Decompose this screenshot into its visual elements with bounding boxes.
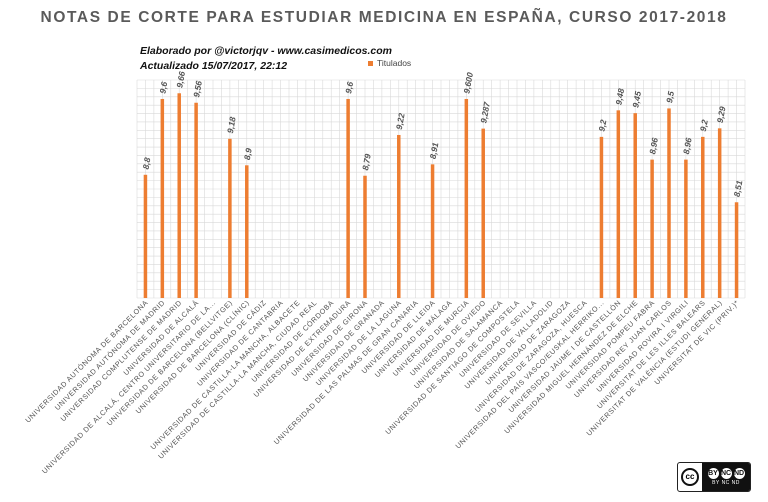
value-label: 8,8 — [141, 156, 153, 170]
bar — [701, 136, 705, 298]
bar — [160, 98, 165, 299]
value-label: 9,2 — [597, 119, 609, 133]
bar — [346, 98, 350, 299]
value-label: 8,9 — [242, 147, 254, 161]
bar — [245, 165, 249, 298]
value-label: 9,48 — [613, 87, 626, 105]
value-label: 9,29 — [715, 105, 728, 123]
legend-swatch — [368, 60, 373, 66]
bar — [599, 136, 604, 298]
legend: Titulados — [368, 58, 411, 68]
bar — [177, 93, 181, 299]
bar — [464, 98, 469, 299]
bar — [481, 128, 485, 298]
value-label: 9,18 — [225, 116, 238, 134]
value-label: 9,66 — [174, 70, 187, 88]
value-label: 9,22 — [394, 112, 407, 130]
creative-commons-badge: cc BY NC ND BY NC ND — [677, 462, 751, 492]
value-label: 9,287 — [478, 100, 492, 124]
value-label: 9,45 — [630, 90, 643, 108]
value-labels: 8,8 9,6 9,66 9,56 9,18 8,9 9,6 8,79 9,22 8,91 9,60… — [141, 70, 745, 197]
bar — [194, 102, 198, 298]
value-label: 8,91 — [428, 141, 441, 159]
bar — [397, 134, 401, 298]
bar — [684, 159, 688, 298]
value-label: 9,600 — [461, 71, 475, 94]
chart-title: NOTAS DE CORTE PARA ESTUDIAR MEDICINA EN… — [40, 9, 728, 26]
bars — [143, 93, 739, 299]
value-label: 8,96 — [681, 137, 694, 155]
cc-logo-icon: cc — [678, 463, 702, 491]
bar — [430, 164, 435, 298]
value-label: 9,56 — [191, 80, 204, 98]
legend-label: Titulados — [377, 58, 412, 68]
credit-updated: Actualizado 15/07/2017, 22:12 — [140, 60, 288, 72]
value-label: 8,51 — [732, 179, 745, 197]
value-label: 8,79 — [360, 153, 373, 171]
bar — [616, 110, 621, 298]
nc-icon: NC — [720, 468, 732, 479]
nd-icon: ND — [733, 468, 745, 479]
bar — [633, 113, 637, 298]
bar — [228, 138, 232, 298]
value-label: 9,2 — [698, 119, 710, 133]
value-label: 9,5 — [664, 90, 676, 104]
value-label: 9,6 — [343, 81, 355, 95]
cc-license-text: BY NC ND — [712, 480, 740, 486]
value-label: 9,6 — [157, 81, 169, 95]
bar — [734, 202, 739, 298]
value-label: 8,96 — [647, 137, 660, 155]
bar — [717, 128, 722, 298]
bar — [143, 174, 148, 298]
bar — [667, 108, 671, 299]
bar — [363, 175, 367, 298]
bar — [650, 159, 654, 298]
credit-author: Elaborado por @victorjqv - www.casimedic… — [140, 45, 392, 57]
by-icon: BY — [707, 468, 719, 479]
category-labels: UNIVERSIDAD AUTÓNOMA DE BARCELONAUNIVERS… — [23, 298, 741, 475]
